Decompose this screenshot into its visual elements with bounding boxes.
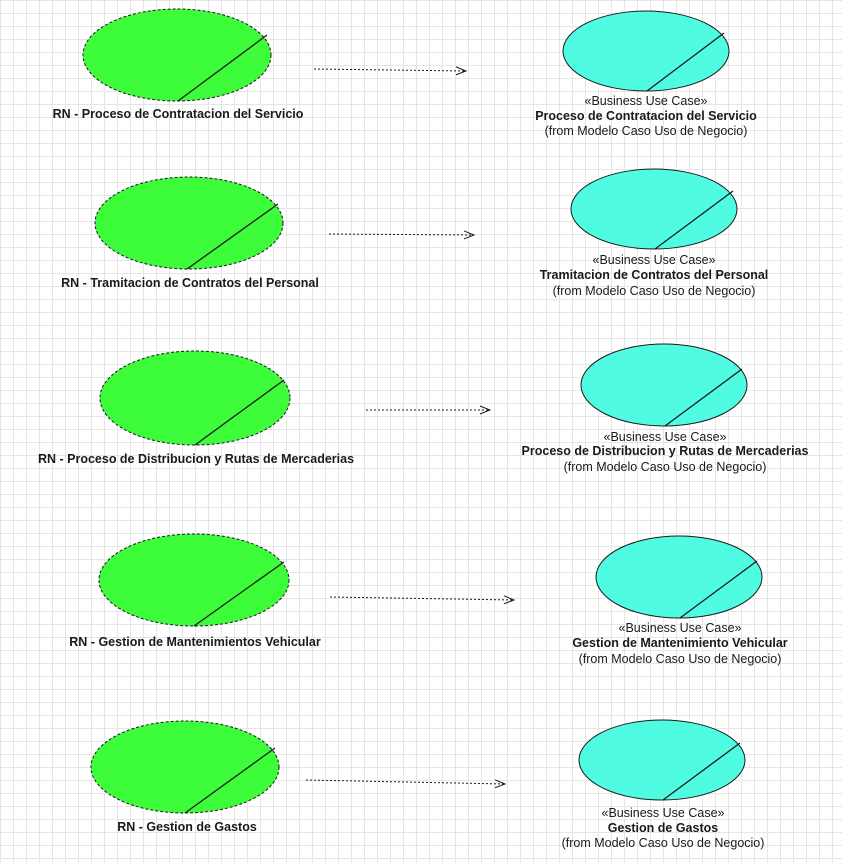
- business-use-case-name: Proceso de Distribucion y Rutas de Merca…: [522, 444, 809, 458]
- diagram-row: RN - Proceso de Distribucion y Rutas de …: [38, 343, 809, 474]
- realization-arrow[interactable]: [305, 780, 505, 784]
- business-rule-use-case[interactable]: RN - Gestion de Gastos: [90, 720, 280, 834]
- business-rule-use-case[interactable]: RN - Gestion de Mantenimientos Vehicular: [69, 533, 321, 649]
- business-rule-use-case[interactable]: RN - Tramitacion de Contratos del Person…: [61, 176, 319, 290]
- business-use-case-name: Proceso de Contratacion del Servicio: [535, 109, 757, 123]
- business-stereotype: «Business Use Case»: [585, 94, 708, 108]
- business-use-case-name: Gestion de Gastos: [608, 821, 718, 835]
- business-rule-slash: [186, 203, 279, 270]
- business-rule-slash: [194, 379, 285, 446]
- diagram-row: RN - Gestion de Gastos «Business Use Cas…: [90, 719, 765, 850]
- business-rule-use-case[interactable]: RN - Proceso de Contratacion del Servici…: [53, 8, 304, 121]
- business-use-case[interactable]: «Business Use Case» Tramitacion de Contr…: [540, 168, 769, 298]
- business-rule-use-case[interactable]: RN - Proceso de Distribucion y Rutas de …: [38, 350, 354, 466]
- realization-arrow[interactable]: [328, 234, 474, 235]
- business-use-case-slash: [664, 368, 743, 427]
- diagram-row: RN - Tramitacion de Contratos del Person…: [61, 168, 769, 298]
- business-stereotype: «Business Use Case»: [604, 430, 727, 444]
- business-use-case-ellipse[interactable]: [578, 719, 746, 801]
- business-rule-ellipse[interactable]: [90, 720, 280, 814]
- business-origin: (from Modelo Caso Uso de Negocio): [564, 460, 767, 474]
- business-use-case-name: Gestion de Mantenimiento Vehicular: [572, 636, 787, 650]
- business-use-case[interactable]: «Business Use Case» Gestion de Gastos (f…: [562, 719, 765, 850]
- business-stereotype: «Business Use Case»: [602, 806, 725, 820]
- business-stereotype: «Business Use Case»: [619, 621, 742, 635]
- business-use-case-ellipse[interactable]: [570, 168, 738, 250]
- business-use-case-slash: [646, 32, 725, 92]
- business-use-case-ellipse[interactable]: [562, 10, 730, 92]
- business-origin: (from Modelo Caso Uso de Negocio): [579, 652, 782, 666]
- business-stereotype: «Business Use Case»: [593, 253, 716, 267]
- business-origin: (from Modelo Caso Uso de Negocio): [562, 836, 765, 850]
- diagram-row: RN - Gestion de Mantenimientos Vehicular…: [69, 533, 788, 666]
- business-origin: (from Modelo Caso Uso de Negocio): [545, 124, 748, 138]
- business-use-case[interactable]: «Business Use Case» Gestion de Mantenimi…: [572, 535, 788, 666]
- business-rule-ellipse[interactable]: [98, 533, 290, 627]
- business-rule-ellipse[interactable]: [99, 350, 291, 446]
- business-rule-slash: [193, 561, 285, 627]
- business-rule-label: RN - Proceso de Distribucion y Rutas de …: [38, 452, 354, 466]
- realization-arrow[interactable]: [313, 69, 466, 71]
- realization-arrow[interactable]: [329, 597, 514, 600]
- business-rule-label: RN - Gestion de Gastos: [117, 820, 257, 834]
- diagram-row: RN - Proceso de Contratacion del Servici…: [53, 8, 757, 138]
- business-origin: (from Modelo Caso Uso de Negocio): [553, 284, 756, 298]
- business-rule-label: RN - Tramitacion de Contratos del Person…: [61, 276, 319, 290]
- business-rule-ellipse[interactable]: [82, 8, 272, 102]
- business-rule-label: RN - Proceso de Contratacion del Servici…: [53, 107, 304, 121]
- business-rule-slash: [177, 34, 268, 102]
- business-use-case-slash: [662, 742, 741, 801]
- business-use-case-name: Tramitacion de Contratos del Personal: [540, 268, 769, 282]
- business-rule-slash: [184, 747, 276, 814]
- business-use-case-slash: [679, 560, 758, 619]
- business-use-case-slash: [654, 190, 734, 250]
- business-use-case-ellipse[interactable]: [595, 535, 763, 619]
- business-rule-label: RN - Gestion de Mantenimientos Vehicular: [69, 635, 321, 649]
- business-rule-ellipse[interactable]: [94, 176, 284, 270]
- business-use-case-ellipse[interactable]: [580, 343, 748, 427]
- business-use-case[interactable]: «Business Use Case» Proceso de Contratac…: [535, 10, 757, 138]
- business-use-case[interactable]: «Business Use Case» Proceso de Distribuc…: [522, 343, 809, 474]
